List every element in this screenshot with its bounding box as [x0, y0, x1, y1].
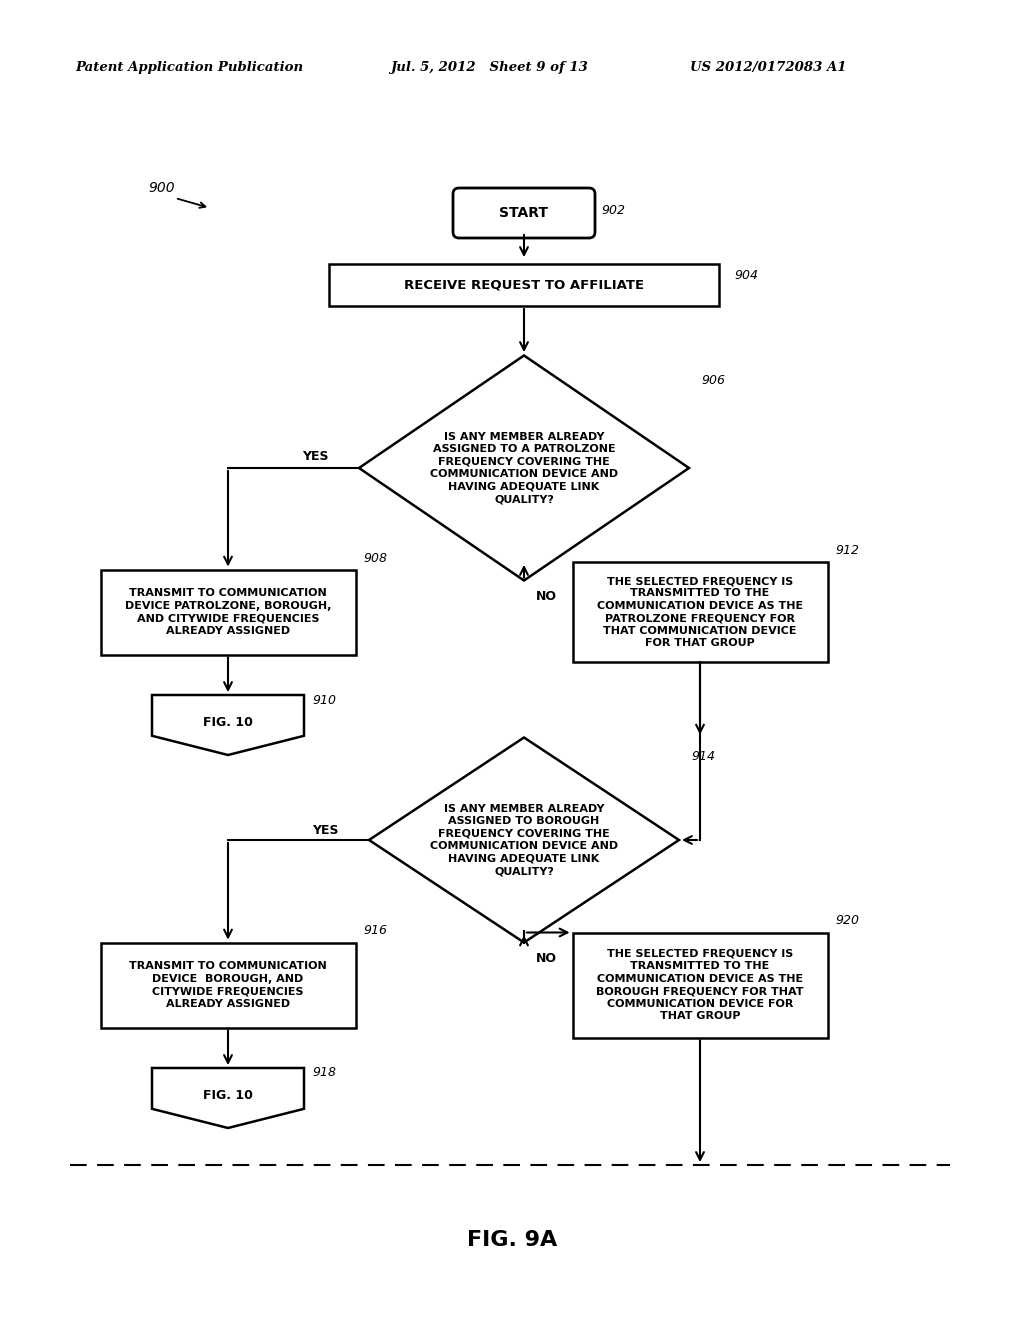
Text: FIG. 10: FIG. 10 — [203, 1089, 253, 1102]
Text: NO: NO — [536, 590, 557, 603]
Text: START: START — [500, 206, 549, 220]
Text: FIG. 9A: FIG. 9A — [467, 1230, 557, 1250]
Text: 916: 916 — [364, 924, 387, 937]
FancyBboxPatch shape — [453, 187, 595, 238]
Bar — [100, 569, 355, 655]
Bar — [100, 942, 355, 1027]
Polygon shape — [152, 696, 304, 755]
Text: 908: 908 — [364, 552, 387, 565]
Bar — [572, 562, 827, 663]
Text: TRANSMIT TO COMMUNICATION
DEVICE  BOROUGH, AND
CITYWIDE FREQUENCIES
ALREADY ASSI: TRANSMIT TO COMMUNICATION DEVICE BOROUGH… — [129, 961, 327, 1008]
Text: 920: 920 — [836, 915, 859, 928]
Polygon shape — [359, 355, 689, 581]
Text: 918: 918 — [312, 1067, 336, 1080]
Text: IS ANY MEMBER ALREADY
ASSIGNED TO A PATROLZONE
FREQUENCY COVERING THE
COMMUNICAT: IS ANY MEMBER ALREADY ASSIGNED TO A PATR… — [430, 432, 618, 504]
Text: 904: 904 — [734, 269, 758, 282]
Text: FIG. 10: FIG. 10 — [203, 715, 253, 729]
Text: THE SELECTED FREQUENCY IS
TRANSMITTED TO THE
COMMUNICATION DEVICE AS THE
PATROLZ: THE SELECTED FREQUENCY IS TRANSMITTED TO… — [597, 576, 803, 648]
Text: 906: 906 — [701, 374, 725, 387]
Text: IS ANY MEMBER ALREADY
ASSIGNED TO BOROUGH
FREQUENCY COVERING THE
COMMUNICATION D: IS ANY MEMBER ALREADY ASSIGNED TO BOROUG… — [430, 804, 618, 876]
Text: YES: YES — [302, 450, 329, 462]
Text: US 2012/0172083 A1: US 2012/0172083 A1 — [690, 62, 847, 74]
Bar — [329, 264, 719, 306]
Text: 900: 900 — [148, 181, 175, 195]
Text: RECEIVE REQUEST TO AFFILIATE: RECEIVE REQUEST TO AFFILIATE — [403, 279, 644, 292]
Text: TRANSMIT TO COMMUNICATION
DEVICE PATROLZONE, BOROUGH,
AND CITYWIDE FREQUENCIES
A: TRANSMIT TO COMMUNICATION DEVICE PATROLZ… — [125, 589, 331, 636]
Text: Jul. 5, 2012   Sheet 9 of 13: Jul. 5, 2012 Sheet 9 of 13 — [390, 62, 588, 74]
Text: 914: 914 — [691, 750, 715, 763]
Text: 902: 902 — [601, 205, 625, 218]
Text: 912: 912 — [836, 544, 859, 557]
Text: THE SELECTED FREQUENCY IS
TRANSMITTED TO THE
COMMUNICATION DEVICE AS THE
BOROUGH: THE SELECTED FREQUENCY IS TRANSMITTED TO… — [596, 949, 804, 1020]
Bar — [572, 932, 827, 1038]
Polygon shape — [369, 738, 679, 942]
Text: Patent Application Publication: Patent Application Publication — [75, 62, 303, 74]
Text: NO: NO — [536, 953, 557, 965]
Text: YES: YES — [312, 824, 339, 837]
Polygon shape — [152, 1068, 304, 1129]
Text: 910: 910 — [312, 693, 336, 706]
